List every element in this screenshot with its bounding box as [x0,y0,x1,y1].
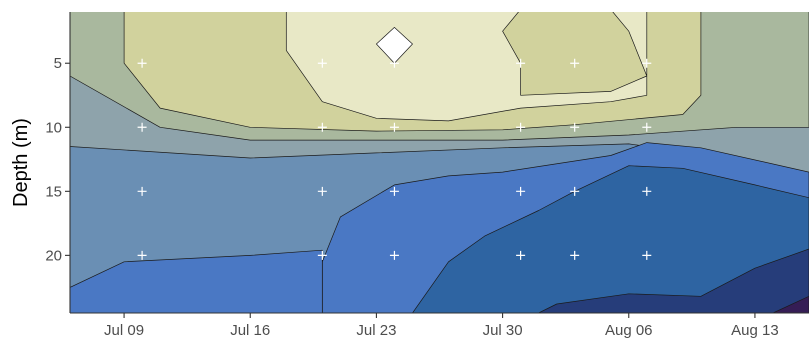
contour-band-level-9 [772,295,809,313]
sample-point [389,58,399,68]
sample-point [516,250,526,260]
sample-point [570,58,580,68]
sample-point [137,122,147,132]
y-tick-label: 10 [45,119,62,136]
x-tick-label: Aug 06 [605,322,653,339]
sample-point [317,250,327,260]
x-tick-label: Jul 23 [356,322,396,339]
sample-point [570,122,580,132]
sample-point [317,58,327,68]
contour-bands [70,12,809,313]
sample-point [317,186,327,196]
sample-point [137,250,147,260]
contour-band-level-1 [285,12,648,122]
sample-point [389,186,399,196]
sample-point [642,186,652,196]
contour-band-level-6-part [70,249,323,313]
contour-band-level-7 [412,165,809,313]
sample-point [317,122,327,132]
sample-point [389,122,399,132]
y-axis: 5 10 15 20 [45,12,71,313]
sample-point [516,186,526,196]
sample-points [137,58,652,260]
y-tick-label: 20 [45,247,62,264]
x-tick-label: Jul 16 [230,322,270,339]
y-tick-label: 15 [45,183,62,200]
sample-point [642,58,652,68]
sample-point [389,250,399,260]
x-axis: Jul 09 Jul 16 Jul 23 Jul 30 Aug 06 Aug 13 [70,312,809,339]
y-tick-label: 5 [54,55,62,72]
y-axis-title: Depth (m) [10,118,32,207]
sample-point [137,58,147,68]
contour-band-level-8 [538,248,809,313]
sample-point [516,122,526,132]
x-tick-label: Aug 13 [731,322,779,339]
sample-point [642,122,652,132]
sample-point [137,186,147,196]
sample-point [570,186,580,196]
sample-point [570,250,580,260]
sample-point [642,250,652,260]
x-tick-label: Jul 30 [483,322,523,339]
sample-point [516,58,526,68]
x-tick-label: Jul 09 [104,322,144,339]
